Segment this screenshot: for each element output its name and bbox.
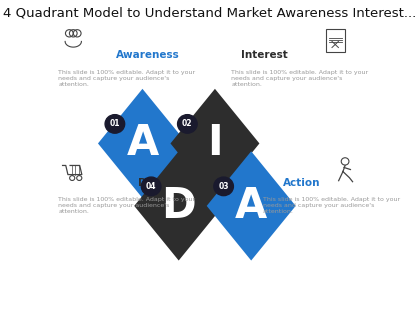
Polygon shape (98, 89, 187, 198)
Circle shape (178, 115, 197, 133)
Text: This slide is 100% editable. Adapt it to your
needs and capture your audience's
: This slide is 100% editable. Adapt it to… (58, 70, 196, 88)
Text: 04: 04 (146, 182, 156, 191)
Circle shape (105, 115, 125, 133)
Text: A: A (126, 123, 159, 164)
Text: Action: Action (283, 178, 320, 188)
Circle shape (142, 177, 161, 196)
Text: Desire: Desire (137, 178, 175, 188)
Text: 01: 01 (110, 119, 120, 129)
Bar (326, 29, 345, 52)
Circle shape (214, 177, 234, 196)
Text: This slide is 100% editable. Adapt it to your
needs and capture your audience's
: This slide is 100% editable. Adapt it to… (263, 197, 400, 214)
Polygon shape (207, 151, 296, 261)
Text: 03: 03 (218, 182, 229, 191)
Polygon shape (171, 89, 260, 198)
Text: 4 Quadrant Model to Understand Market Awareness Interest...: 4 Quadrant Model to Understand Market Aw… (3, 6, 417, 19)
Text: This slide is 100% editable. Adapt it to your
needs and capture your audience's
: This slide is 100% editable. Adapt it to… (58, 197, 196, 214)
Text: Awareness: Awareness (116, 50, 180, 60)
Text: 02: 02 (182, 119, 193, 129)
Text: Interest: Interest (241, 50, 288, 60)
Text: This slide is 100% editable. Adapt it to your
needs and capture your audience's
: This slide is 100% editable. Adapt it to… (231, 70, 368, 88)
Text: D: D (161, 185, 196, 227)
Text: I: I (207, 123, 223, 164)
Text: A: A (235, 185, 267, 227)
Polygon shape (134, 151, 223, 261)
